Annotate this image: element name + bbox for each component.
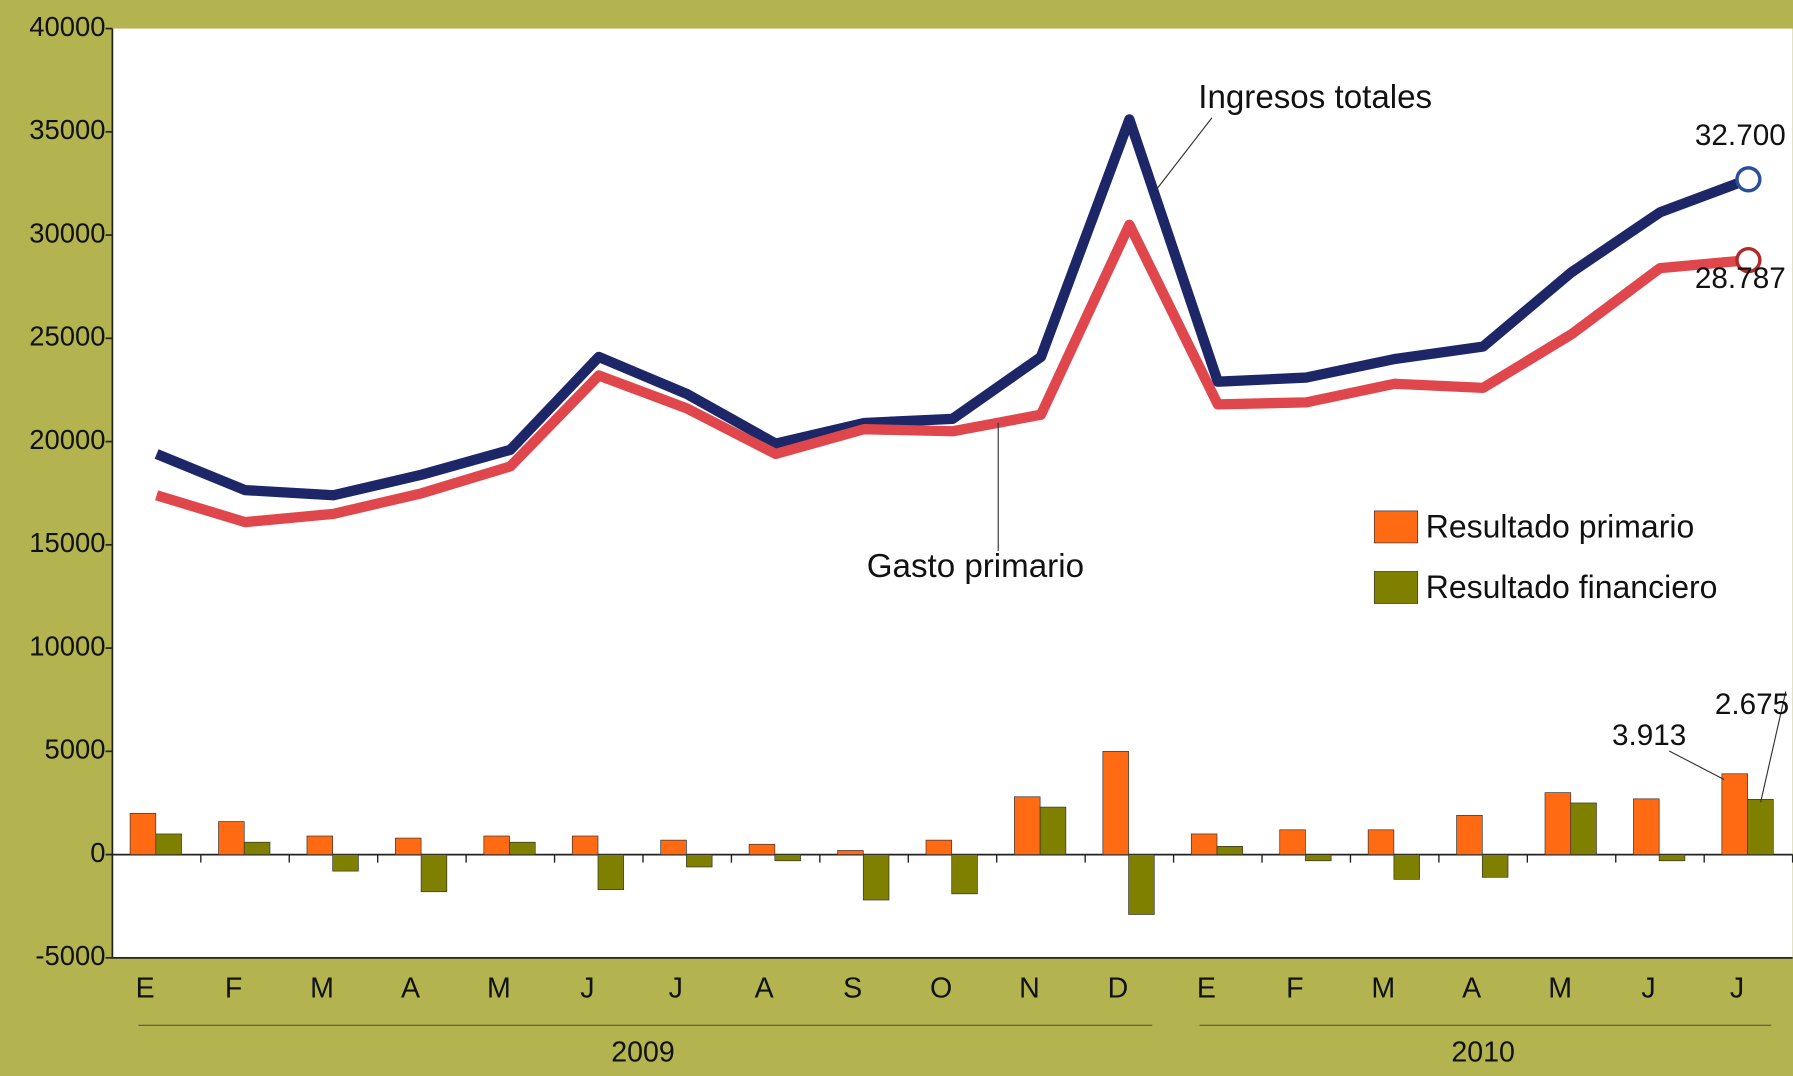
bar bbox=[925, 839, 953, 855]
bar bbox=[571, 835, 599, 855]
x-tick-label: A bbox=[1462, 972, 1481, 1004]
x-tick-label: M bbox=[487, 972, 511, 1004]
value-label: 2.675 bbox=[1715, 688, 1789, 721]
y-tick-label: 0 bbox=[90, 837, 105, 868]
y-tick-label: 10000 bbox=[29, 630, 105, 661]
bar bbox=[395, 837, 422, 855]
bar bbox=[1393, 854, 1420, 880]
leader-line bbox=[1156, 117, 1213, 189]
series-label: Ingresos totales bbox=[1198, 79, 1432, 116]
x-tick-label: J bbox=[669, 972, 683, 1004]
x-tick-label: A bbox=[401, 972, 420, 1004]
bar bbox=[774, 854, 801, 862]
bar bbox=[1279, 829, 1306, 855]
bar bbox=[420, 854, 448, 893]
legend-label: Resultado financiero bbox=[1426, 569, 1718, 605]
bar bbox=[1128, 854, 1155, 915]
legend-swatch bbox=[1373, 571, 1419, 604]
bar bbox=[1367, 829, 1395, 855]
year-label: 2010 bbox=[1451, 1036, 1515, 1068]
leader-line bbox=[1760, 691, 1787, 803]
bar bbox=[686, 854, 713, 868]
end-marker bbox=[1735, 166, 1762, 193]
value-label: 28.787 bbox=[1695, 262, 1786, 295]
bar bbox=[748, 843, 776, 855]
x-tick-label: J bbox=[1730, 972, 1744, 1004]
series-label: Gasto primario bbox=[867, 548, 1084, 585]
bar bbox=[660, 839, 687, 855]
bar bbox=[483, 835, 510, 855]
bar bbox=[218, 821, 245, 855]
x-tick-label: F bbox=[1286, 972, 1303, 1004]
bar bbox=[332, 854, 359, 872]
end-marker bbox=[1735, 246, 1762, 274]
x-tick-label: O bbox=[930, 972, 952, 1004]
bar bbox=[1216, 845, 1244, 855]
bar bbox=[862, 854, 890, 901]
bar bbox=[1570, 802, 1597, 855]
bar bbox=[1014, 796, 1041, 855]
y-tick-label: 25000 bbox=[29, 321, 105, 352]
bar bbox=[1456, 815, 1483, 855]
x-tick-label: E bbox=[1197, 972, 1216, 1004]
bar bbox=[1633, 798, 1660, 855]
x-tick-label: D bbox=[1108, 972, 1129, 1004]
x-tick-label: M bbox=[310, 972, 334, 1004]
y-tick-label: 35000 bbox=[29, 114, 105, 145]
bar bbox=[155, 833, 182, 855]
line bbox=[154, 114, 1751, 501]
y-tick-label: 40000 bbox=[29, 11, 105, 42]
y-tick-label: 20000 bbox=[29, 424, 105, 455]
year-label: 2009 bbox=[611, 1036, 675, 1068]
x-tick-label: J bbox=[1641, 972, 1655, 1004]
x-tick-label: N bbox=[1019, 972, 1040, 1004]
value-label: 3.913 bbox=[1612, 719, 1686, 752]
bar bbox=[243, 841, 271, 855]
bar bbox=[1039, 806, 1067, 855]
bar bbox=[1190, 833, 1218, 855]
y-tick-label: 15000 bbox=[29, 527, 105, 558]
legend-swatch bbox=[1373, 510, 1419, 544]
x-tick-label: S bbox=[843, 972, 862, 1004]
bar bbox=[837, 850, 864, 855]
bar bbox=[1481, 854, 1509, 878]
bar bbox=[306, 835, 334, 855]
bar bbox=[129, 812, 157, 855]
x-tick-label: F bbox=[225, 972, 242, 1004]
x-tick-label: J bbox=[580, 972, 594, 1004]
leader-line bbox=[1668, 750, 1725, 781]
x-tick-label: E bbox=[136, 972, 155, 1004]
legend-label: Resultado primario bbox=[1426, 509, 1695, 545]
bar bbox=[1658, 854, 1686, 862]
bar bbox=[1102, 750, 1129, 855]
x-tick-label: A bbox=[755, 972, 774, 1004]
y-tick-label: -5000 bbox=[35, 940, 105, 971]
plot-area bbox=[112, 28, 1793, 958]
x-tick-label: M bbox=[1371, 972, 1395, 1004]
bar bbox=[1544, 792, 1572, 855]
line bbox=[155, 219, 1749, 528]
bar bbox=[509, 841, 536, 855]
y-tick-label: 30000 bbox=[29, 217, 105, 248]
bar bbox=[1305, 854, 1332, 862]
bar bbox=[597, 854, 625, 891]
bar bbox=[951, 854, 978, 895]
bar bbox=[1747, 799, 1774, 855]
x-tick-label: M bbox=[1548, 972, 1572, 1004]
y-tick-label: 5000 bbox=[45, 734, 106, 765]
bar bbox=[1721, 773, 1748, 855]
value-label: 32.700 bbox=[1695, 119, 1786, 152]
